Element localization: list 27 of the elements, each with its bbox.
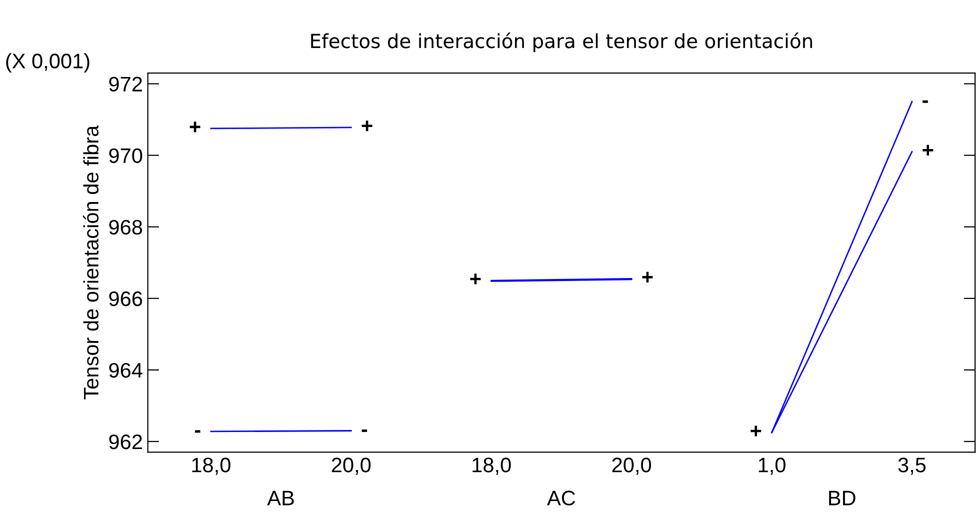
text: BD xyxy=(829,490,856,506)
x-tick-label: 18,0 xyxy=(192,458,230,475)
x-tick-label: 3,5 xyxy=(898,458,926,475)
series-label: + xyxy=(470,274,481,284)
text: (X 0,001) xyxy=(6,53,90,73)
y-tick-label: 962 xyxy=(109,434,142,450)
chart-title: Efectos de interacción para el tensor de orientación xyxy=(311,32,812,52)
text: AB xyxy=(267,490,294,506)
text: + xyxy=(362,120,372,132)
series-label: + xyxy=(190,122,200,132)
x-tick-label: 1,0 xyxy=(758,458,786,475)
text: + xyxy=(922,144,934,156)
text: + xyxy=(642,272,653,282)
y-tick-label: 966 xyxy=(109,291,142,306)
x-tick-label: 20,0 xyxy=(332,458,371,475)
y-tick-label: 970 xyxy=(109,148,142,164)
text: AC xyxy=(547,490,576,506)
text: - xyxy=(194,430,200,433)
series-label: - xyxy=(362,429,368,432)
x-tick-label: 18,0 xyxy=(472,458,511,475)
y-tick-label: 972 xyxy=(109,76,142,92)
x-tick-label: 20,0 xyxy=(612,458,652,475)
y-tick-label: 968 xyxy=(109,220,142,235)
y-axis-title: Tensor de orientación de fibra xyxy=(82,125,99,400)
series-label: - xyxy=(922,100,928,103)
series-label: + xyxy=(750,426,762,436)
y-tick-label: 964 xyxy=(109,362,142,378)
